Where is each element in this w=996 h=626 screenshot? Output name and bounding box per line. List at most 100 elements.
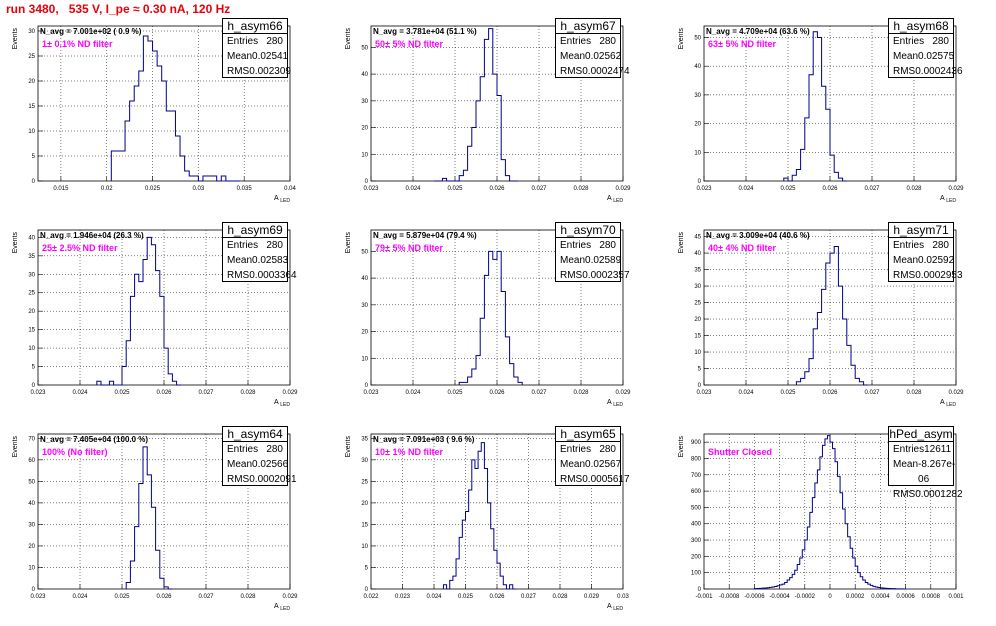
- y-tick-label: 0: [32, 587, 36, 593]
- histogram-plot: 0.015 0.02 0.025 0.03 0.035 0.04 0 5 10 15 20 25 30 E…: [12, 25, 296, 204]
- n-avg-label: N_avg = 3.781e+04 (51.1 %): [373, 27, 477, 36]
- stat-label: RMS: [560, 66, 583, 77]
- x-tick-label: 0: [828, 594, 832, 600]
- x-axis-title: A LED: [274, 195, 290, 204]
- stats-box: h_asym65 Entries 280 Mean 0.02567 RMS 0.000561…: [555, 426, 630, 486]
- y-tick-label: 15: [28, 104, 35, 110]
- stat-entries: Entries 280: [556, 238, 620, 253]
- x-tick-label: 0.023: [30, 390, 46, 396]
- y-tick-label: 60: [28, 458, 35, 464]
- x-tick-label: 0.03: [193, 186, 205, 192]
- histogram-line: [783, 31, 847, 182]
- y-tick-label: 10: [28, 346, 35, 352]
- y-axis-title: Events: [345, 232, 352, 254]
- stat-value: 0.02583: [252, 255, 289, 266]
- y-tick-label: 30: [28, 272, 35, 278]
- n-avg-label: N_avg = 7.001e+02 ( 0.9 %): [40, 27, 142, 36]
- histogram-name: h_asym70: [556, 223, 620, 238]
- y-tick-label: 25: [361, 479, 368, 485]
- stat-value: 12611: [924, 444, 952, 455]
- y-tick-label: 10: [694, 350, 701, 356]
- stat-rms: RMS 0.0001282: [889, 487, 963, 502]
- stat-label: Entries: [560, 240, 592, 251]
- x-tick-label: 0.027: [531, 390, 547, 396]
- histogram-panel-hPed_asym: -0.001 -0.0008 -0.0006 -0.0004 -0.0002 0 0.000…: [666, 426, 996, 626]
- x-tick-label: 0.025: [780, 390, 796, 396]
- stats-box: h_asym64 Entries 280 Mean 0.02566 RMS 0.000209…: [222, 426, 297, 486]
- x-tick-label: 0.023: [363, 390, 379, 396]
- x-axis-title: A LED: [607, 195, 623, 204]
- x-axis-title: A LED: [607, 399, 623, 408]
- stat-label: Mean: [560, 255, 586, 266]
- stat-rms: RMS 0.0002474: [556, 64, 630, 79]
- y-tick-label: 15: [28, 328, 35, 334]
- n-avg-label: N_avg = 7.405e+04 (100.0 %): [40, 435, 148, 444]
- x-tick-label: 0.029: [282, 390, 298, 396]
- stat-value: 280: [932, 36, 949, 47]
- x-tick-label: 0.023: [696, 186, 712, 192]
- filter-annotation: 25± 2.5% ND filter: [42, 243, 118, 253]
- y-tick-label: 40: [28, 501, 35, 507]
- y-tick-label: 30: [694, 284, 701, 290]
- y-tick-label: 70: [28, 436, 35, 442]
- x-tick-label: 0.025: [447, 390, 463, 396]
- y-tick-label: 50: [361, 45, 368, 51]
- y-tick-label: 20: [28, 544, 35, 550]
- x-tick-label: 0.028: [552, 594, 568, 600]
- stat-rms: RMS 0.0002436: [889, 64, 963, 79]
- stat-mean: Mean 0.02592: [889, 253, 954, 268]
- y-tick-label: 0: [698, 179, 702, 185]
- stat-value: 280: [599, 444, 616, 455]
- stat-mean: Mean 0.02541: [223, 49, 288, 64]
- histogram-line: [753, 435, 906, 590]
- y-tick-label: 0: [365, 383, 369, 389]
- stat-label: Mean: [227, 51, 253, 62]
- stat-label: RMS: [227, 270, 250, 281]
- y-tick-label: 0: [32, 179, 36, 185]
- histogram-panel-h_asym68: 0.023 0.024 0.025 0.026 0.027 0.028 0.029 0 10 20…: [666, 18, 996, 218]
- stat-value: 0.0005617: [582, 474, 630, 485]
- histogram-name: h_asym67: [556, 19, 620, 34]
- x-tick-label: 0.025: [114, 594, 130, 600]
- histogram-name: hPed_asym: [889, 427, 953, 442]
- x-tick-label: 0.0006: [896, 594, 915, 600]
- x-tick-label: 0.026: [156, 594, 172, 600]
- x-tick-label: 0.023: [395, 594, 411, 600]
- stat-label: RMS: [227, 66, 250, 77]
- y-tick-label: 50: [694, 35, 701, 41]
- histogram-name: h_asym66: [223, 19, 287, 34]
- y-tick-label: 0: [698, 587, 702, 593]
- x-tick-label: 0.026: [156, 390, 172, 396]
- n-avg-label: N_avg = 1.946e+04 (26.3 %): [40, 231, 144, 240]
- histogram-line: [110, 35, 240, 182]
- stat-value: 0.0002357: [582, 270, 630, 281]
- filter-annotation: 63± 5% ND filter: [708, 39, 776, 49]
- x-tick-label: 0.035: [237, 186, 253, 192]
- x-tick-label: 0.024: [72, 594, 88, 600]
- x-tick-label: 0.028: [906, 390, 922, 396]
- stat-entries: Entries 280: [889, 238, 953, 253]
- y-tick-label: 5: [365, 565, 369, 571]
- x-axis-title: A LED: [940, 195, 956, 204]
- stat-label: Mean: [893, 255, 919, 266]
- y-tick-label: 20: [694, 122, 701, 128]
- stats-box: h_asym70 Entries 280 Mean 0.02589 RMS 0.000235…: [555, 222, 630, 282]
- y-tick-label: 15: [694, 334, 701, 340]
- y-tick-label: 400: [691, 522, 702, 528]
- n-avg-label: N_avg = 7.091e+03 ( 9.6 %): [373, 435, 475, 444]
- stat-rms: RMS 0.002309: [223, 64, 291, 79]
- stat-rms: RMS 0.0003364: [223, 268, 297, 283]
- filter-annotation: 79± 5% ND filter: [375, 243, 443, 253]
- stat-label: Entries: [560, 444, 592, 455]
- stat-value: 0.02575: [918, 51, 955, 62]
- stat-value: 280: [266, 240, 283, 251]
- stat-label: Mean: [227, 459, 253, 470]
- filter-annotation: 100% (No filter): [42, 447, 108, 457]
- stats-box: hPed_asym Entries 12611 Mean -8.267e-06 RMS 0.…: [888, 426, 963, 500]
- stat-value: 280: [599, 240, 616, 251]
- y-axis-title: Events: [12, 28, 19, 50]
- x-axis-title: A LED: [940, 399, 956, 408]
- y-tick-label: 35: [361, 436, 368, 442]
- stat-value: 0.0002091: [249, 474, 297, 485]
- stat-value: 0.02567: [585, 459, 622, 470]
